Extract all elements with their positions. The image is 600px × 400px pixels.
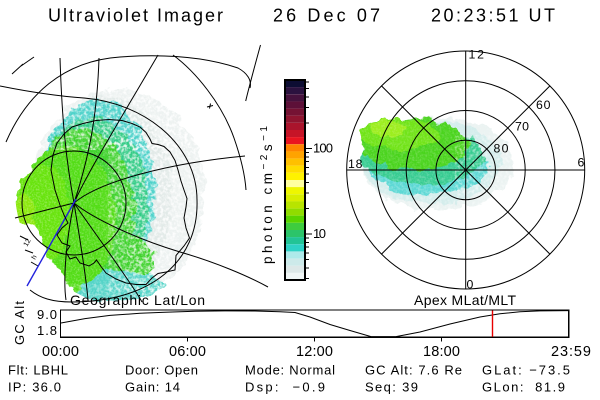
svg-text:h: h [31,254,39,261]
svg-text:GC Alt: GC Alt [12,301,27,345]
svg-text:0: 0 [467,278,474,292]
svg-text:70: 70 [515,120,529,134]
svg-text:00:00: 00:00 [42,344,79,360]
svg-text:Flt: LBHL: Flt: LBHL [8,363,68,378]
svg-text:12: 12 [469,48,485,62]
svg-text:Door: Open: Door: Open [125,363,198,378]
svg-text:20:23:51 UT: 20:23:51 UT [431,6,555,26]
svg-text:GLat: −73.5: GLat: −73.5 [482,363,570,378]
svg-text:18:00: 18:00 [423,344,460,360]
svg-text:06:00: 06:00 [169,344,206,360]
svg-text:Geographic Lat/Lon: Geographic Lat/Lon [70,292,205,308]
svg-text:Gain: 14: Gain: 14 [125,380,180,395]
svg-text:100: 100 [313,141,333,156]
svg-text:60: 60 [536,98,551,112]
svg-text:18: 18 [348,157,363,171]
svg-text:12:00: 12:00 [296,344,333,360]
svg-text:80: 80 [494,142,509,156]
svg-text:12: 12 [23,238,33,248]
svg-text:6: 6 [578,156,585,170]
svg-text:9.0: 9.0 [37,307,57,322]
svg-text:23:59: 23:59 [551,344,591,360]
svg-text:IP: 36.0: IP: 36.0 [8,380,61,395]
svg-text:10: 10 [313,226,326,241]
svg-text:1.8: 1.8 [37,323,57,338]
svg-text:GC Alt: 7.6 Re: GC Alt: 7.6 Re [365,363,462,378]
svg-text:Seq: 39: Seq: 39 [365,380,418,395]
svg-text:Mode: Normal: Mode: Normal [245,363,335,378]
svg-text:26 Dec 07: 26 Dec 07 [273,6,380,26]
svg-text:Apex MLat/MLT: Apex MLat/MLT [414,292,516,308]
